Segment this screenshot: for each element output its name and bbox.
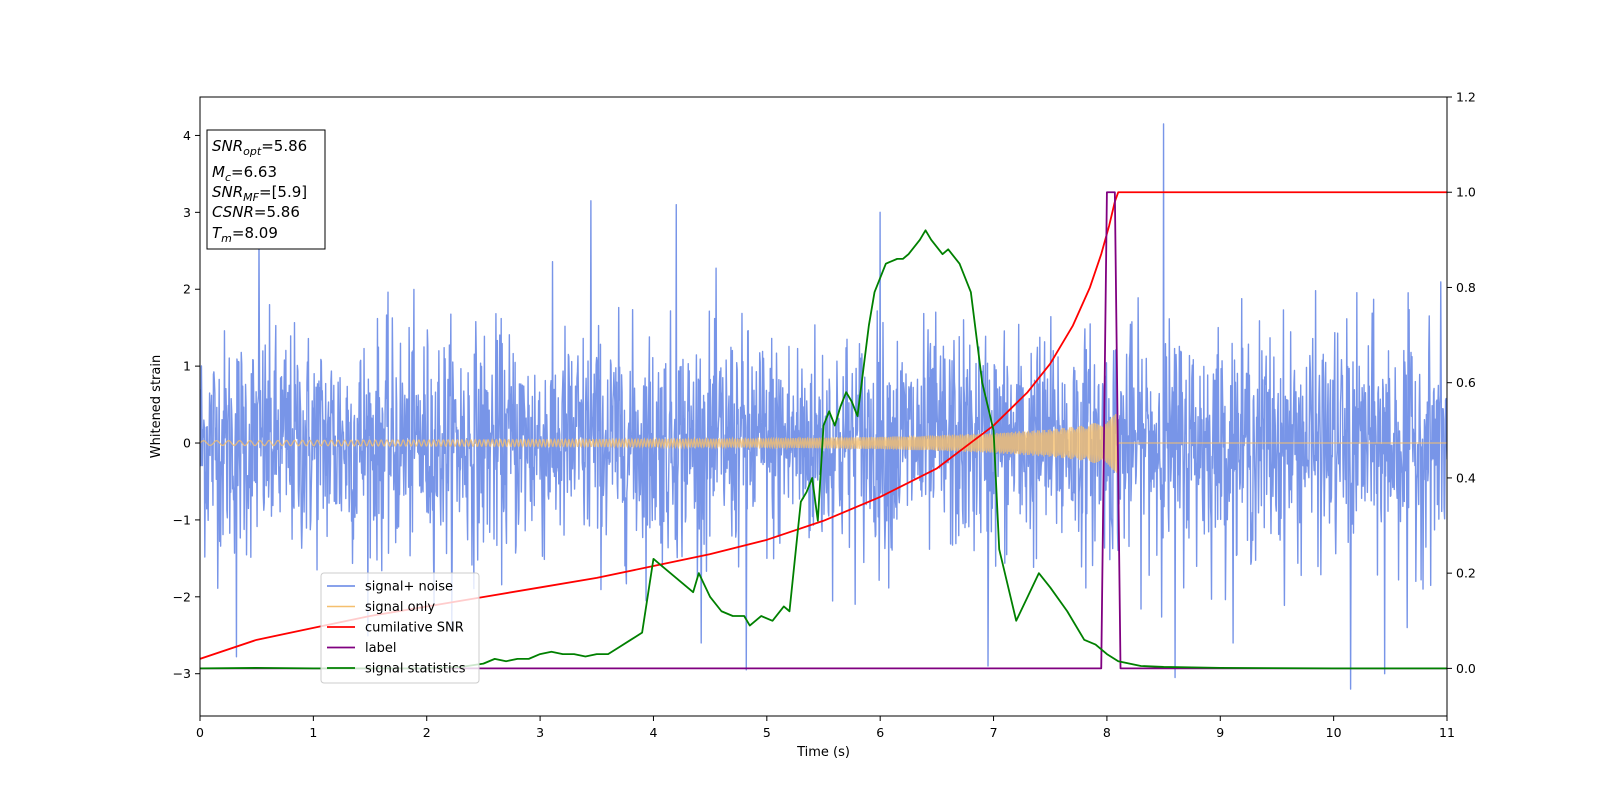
x-axis: 0 1 2 3 4 5 6 7 8 9 10 11 (196, 716, 1455, 740)
info-line: SNRopt=5.86 (212, 137, 307, 158)
x-tick-label: 10 (1326, 725, 1342, 740)
x-tick-label: 4 (649, 725, 657, 740)
legend-frame (320, 572, 480, 684)
legend-label: label (365, 641, 396, 656)
legend: signal+ noise signal only cumilative SNR la… (320, 572, 480, 684)
legend-label: signal+ noise (365, 580, 453, 595)
info-line: CSNR=5.86 (212, 203, 300, 221)
y-tick-label: −1 (173, 512, 191, 527)
y2-tick-label: 0.0 (1456, 661, 1476, 676)
y-tick-label: 1 (183, 359, 191, 374)
x-tick-label: 11 (1439, 725, 1455, 740)
y-axis-label: Whitened strain (149, 355, 164, 458)
y2-tick-label: 0.2 (1456, 566, 1476, 581)
y2-tick-label: 0.4 (1456, 470, 1476, 485)
y-tick-label: 4 (183, 128, 191, 143)
x-tick-label: 1 (309, 725, 317, 740)
legend-label: signal only (365, 600, 435, 615)
info-box-frame (206, 129, 326, 250)
info-line: Tm=8.09 (212, 224, 278, 245)
x-tick-label: 6 (876, 725, 884, 740)
x-tick-label: 2 (423, 725, 431, 740)
y2-tick-label: 1.0 (1456, 185, 1476, 200)
y-tick-label: −3 (173, 666, 191, 681)
y2-tick-label: 1.2 (1456, 90, 1476, 105)
info-line: SNRMF=[5.9] (212, 183, 307, 204)
x-tick-label: 0 (196, 725, 204, 740)
legend-label: signal statistics (365, 662, 466, 677)
info-line: Mc=6.63 (212, 163, 277, 184)
series-signal-only (200, 413, 1447, 473)
y-axis-right: 0.0 0.2 0.4 0.6 0.8 1.0 1.2 (1447, 90, 1476, 676)
x-tick-label: 9 (1216, 725, 1224, 740)
y2-tick-label: 0.8 (1456, 280, 1476, 295)
x-tick-label: 3 (536, 725, 544, 740)
y-axis-left: −3 −2 −1 0 1 2 3 4 (173, 128, 200, 681)
x-tick-label: 8 (1103, 725, 1111, 740)
series-signal-statistics (200, 229, 1447, 670)
legend-label: cumilative SNR (365, 621, 464, 636)
y-tick-label: 2 (183, 282, 191, 297)
x-tick-label: 5 (763, 725, 771, 740)
y-tick-label: −2 (173, 589, 191, 604)
plot-frame (199, 96, 1448, 717)
series-signal-noise (200, 123, 1447, 690)
x-tick-label: 7 (990, 725, 998, 740)
y-tick-label: 3 (183, 205, 191, 220)
y-tick-label: 0 (183, 436, 191, 451)
x-axis-label: Time (s) (796, 745, 850, 760)
y2-tick-label: 0.6 (1456, 375, 1476, 390)
series-label (200, 191, 1447, 670)
